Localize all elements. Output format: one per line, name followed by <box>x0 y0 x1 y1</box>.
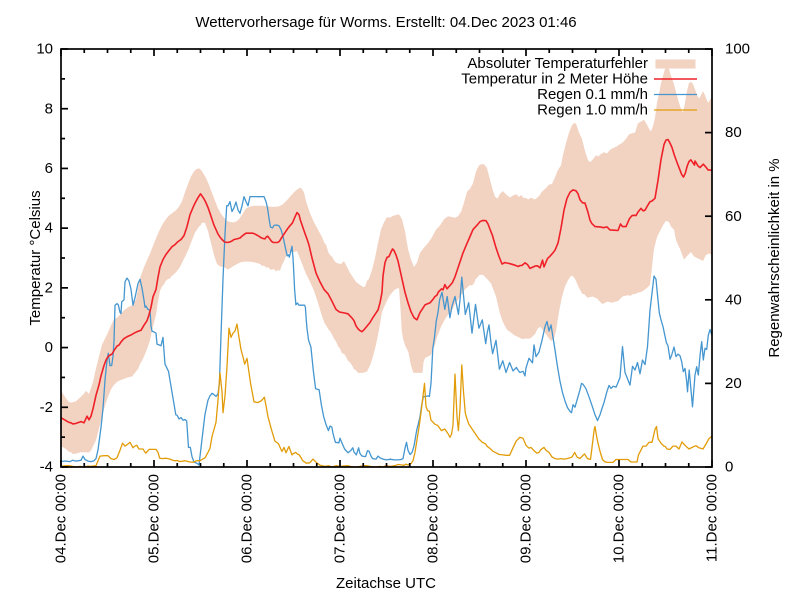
svg-text:0: 0 <box>45 339 53 356</box>
svg-text:Temperatur °Celsius: Temperatur °Celsius <box>27 190 44 325</box>
svg-text:60: 60 <box>725 208 742 225</box>
svg-text:-4: -4 <box>40 459 53 476</box>
svg-text:Regen 0.1 mm/h: Regen 0.1 mm/h <box>537 86 648 103</box>
svg-text:08.Dec 00:00: 08.Dec 00:00 <box>425 474 442 563</box>
svg-text:05.Dec 00:00: 05.Dec 00:00 <box>146 474 163 563</box>
svg-text:10.Dec 00:00: 10.Dec 00:00 <box>611 474 628 563</box>
svg-text:Zeitachse UTC: Zeitachse UTC <box>336 575 436 592</box>
svg-text:8: 8 <box>45 100 53 117</box>
svg-text:-2: -2 <box>40 399 53 416</box>
svg-text:20: 20 <box>725 375 742 392</box>
svg-text:0: 0 <box>725 459 733 476</box>
svg-text:06.Dec 00:00: 06.Dec 00:00 <box>239 474 256 563</box>
svg-text:07.Dec 00:00: 07.Dec 00:00 <box>332 474 349 563</box>
svg-text:09.Dec 00:00: 09.Dec 00:00 <box>518 474 535 563</box>
svg-text:Wettervorhersage für Worms. Er: Wettervorhersage für Worms. Erstellt: 04… <box>195 14 576 31</box>
svg-text:Absoluter Temperaturfehler: Absoluter Temperaturfehler <box>467 55 648 72</box>
svg-text:4: 4 <box>45 220 53 237</box>
svg-text:80: 80 <box>725 124 742 141</box>
svg-text:Regen 1.0 mm/h: Regen 1.0 mm/h <box>537 102 648 119</box>
svg-text:2: 2 <box>45 280 53 297</box>
svg-text:04.Dec 00:00: 04.Dec 00:00 <box>53 474 70 563</box>
svg-text:100: 100 <box>725 41 750 58</box>
svg-text:Temperatur in 2 Meter Höhe: Temperatur in 2 Meter Höhe <box>461 71 648 88</box>
svg-text:6: 6 <box>45 160 53 177</box>
svg-text:Regenwahrscheinlichkeit in %: Regenwahrscheinlichkeit in % <box>766 158 783 357</box>
svg-text:11.Dec 00:00: 11.Dec 00:00 <box>704 474 721 562</box>
svg-text:40: 40 <box>725 291 742 308</box>
svg-text:10: 10 <box>36 41 53 58</box>
